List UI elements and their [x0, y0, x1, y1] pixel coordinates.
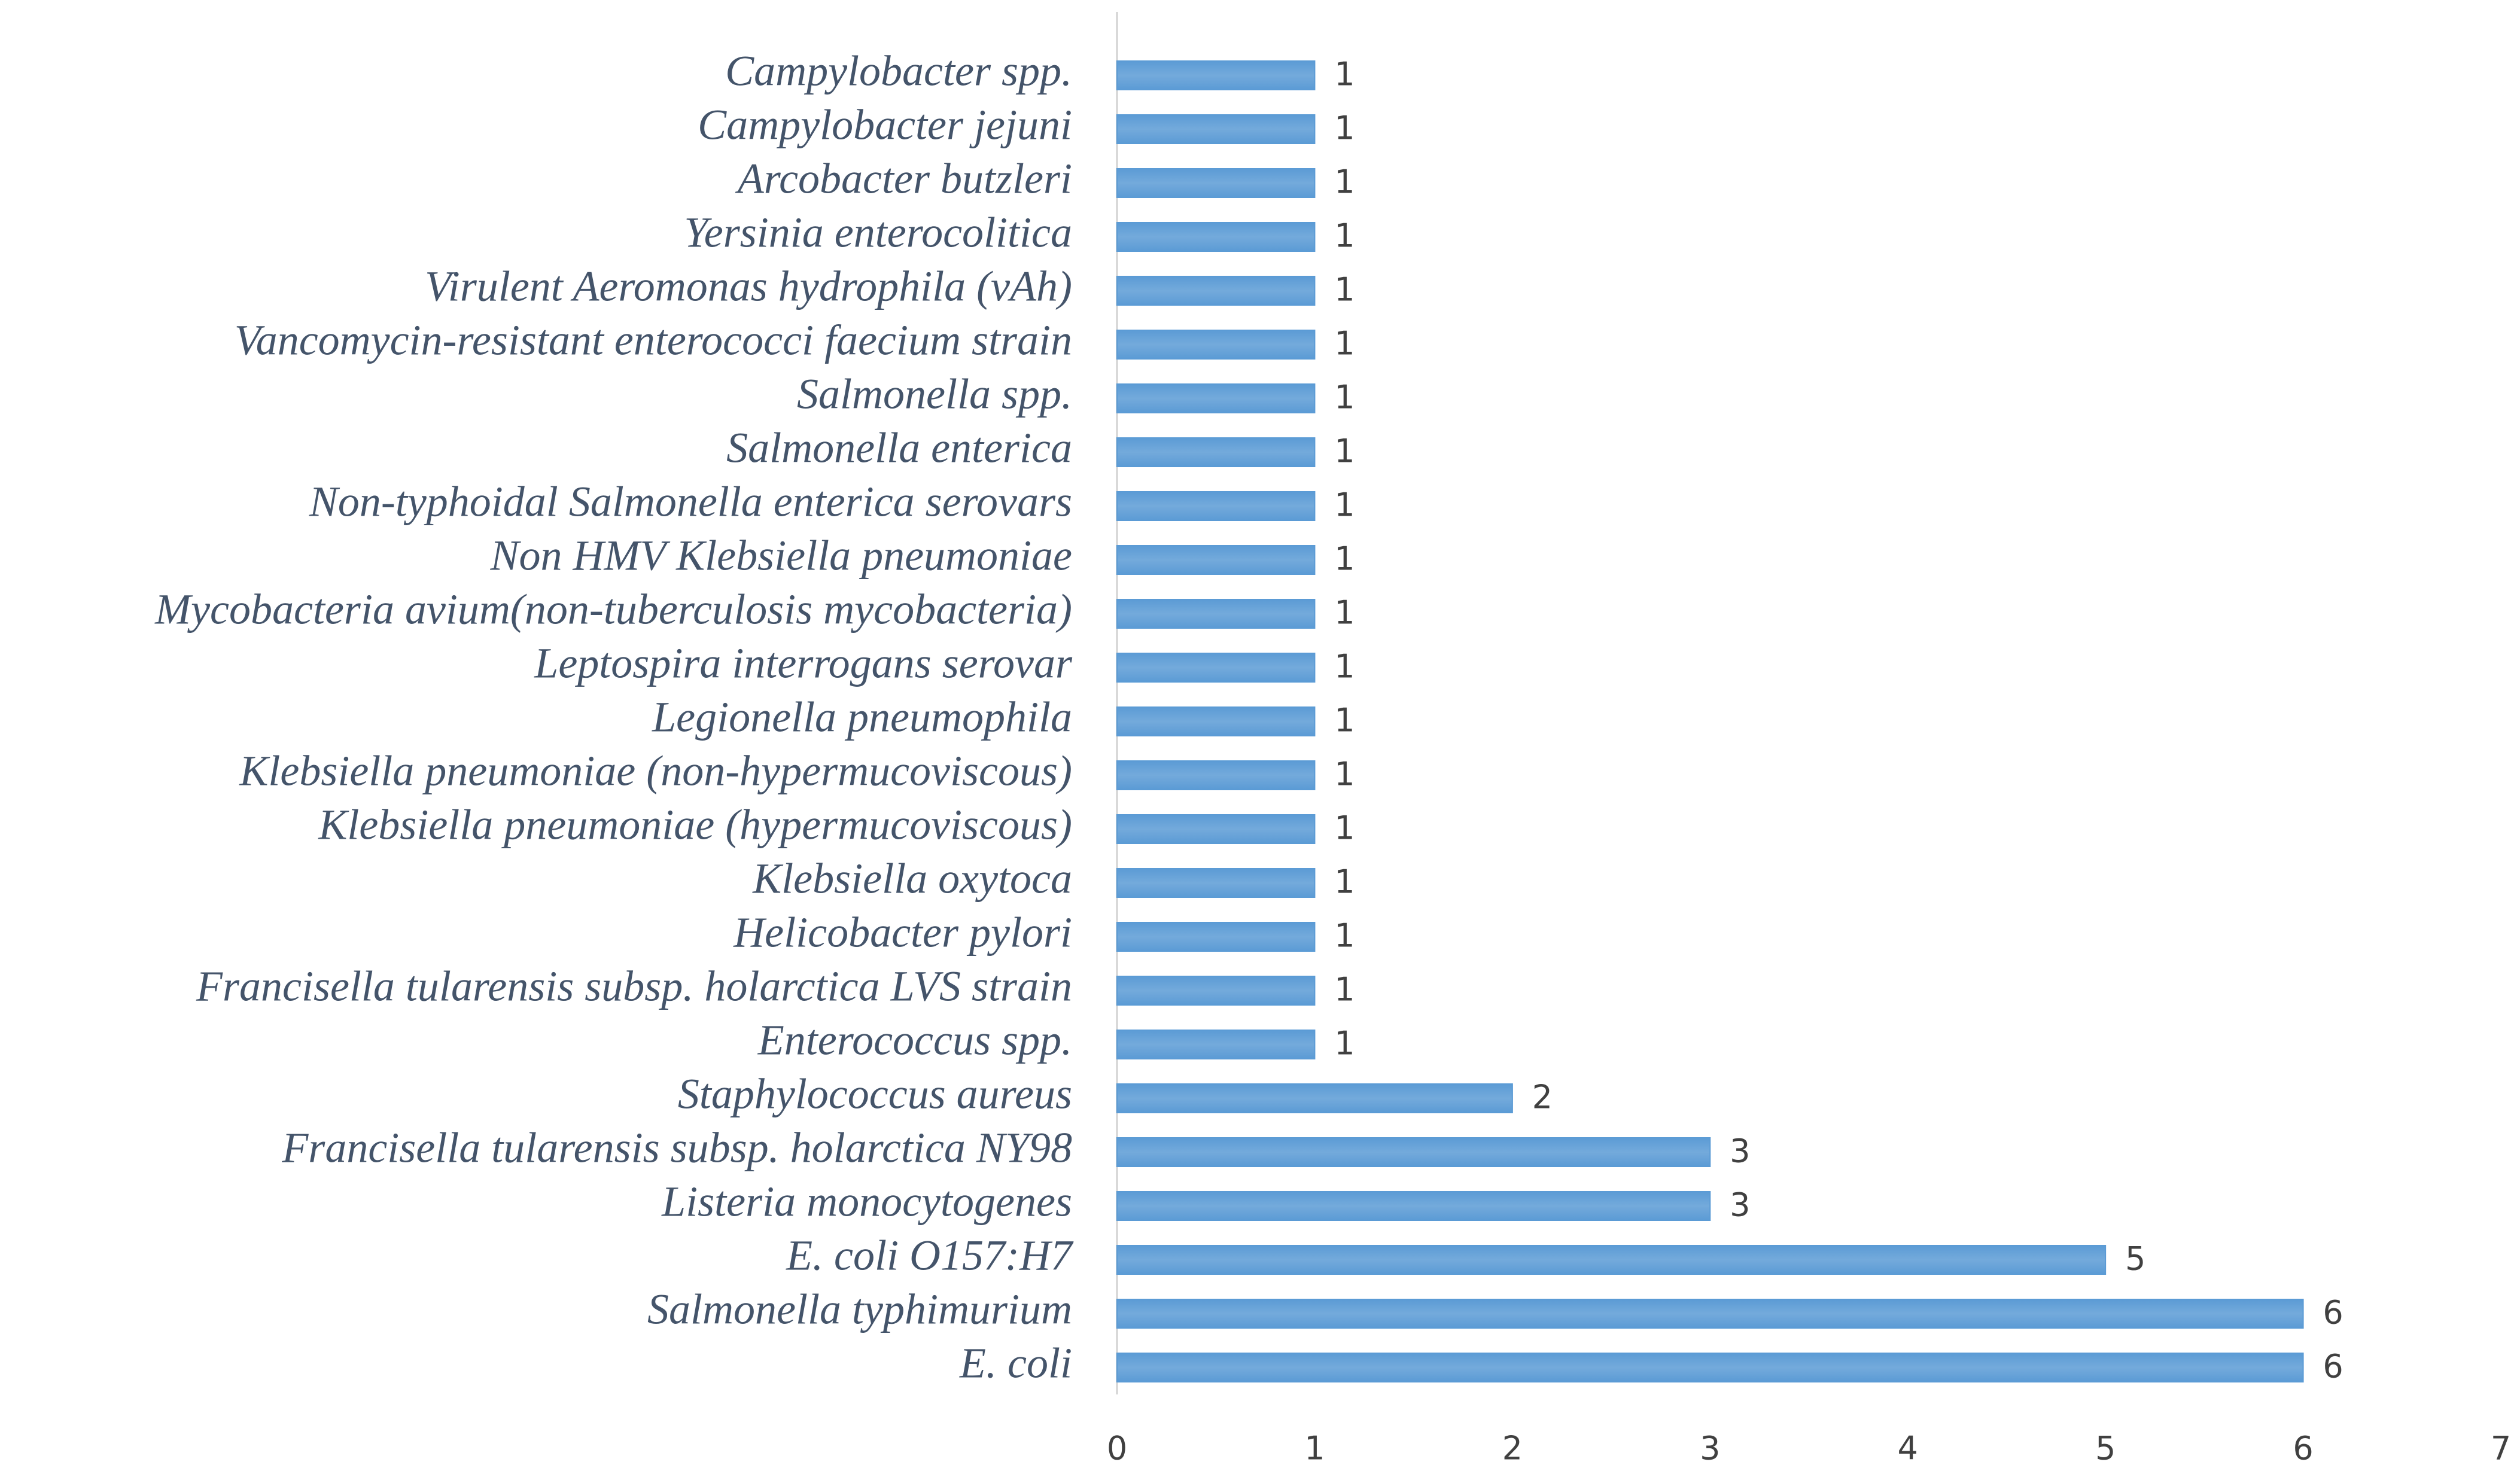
- bar: [1116, 599, 1316, 629]
- value-label: 1: [1334, 756, 1355, 793]
- value-label: 1: [1334, 163, 1355, 201]
- value-label: 6: [2323, 1348, 2343, 1385]
- y-tick-label: Staphylococcus aureus: [678, 1070, 1072, 1118]
- x-tick-label: 3: [1700, 1430, 1720, 1467]
- x-tick-label: 0: [1107, 1430, 1127, 1467]
- bar: [1116, 437, 1316, 467]
- y-tick-label: Vancomycin-resistant enterococci faecium…: [235, 316, 1072, 364]
- bar: [1116, 1030, 1316, 1059]
- bar: [1116, 222, 1316, 252]
- bar: [1116, 114, 1316, 144]
- value-label: 5: [2125, 1240, 2145, 1278]
- bar: [1116, 1083, 1513, 1113]
- y-tick-label: Campylobacter jejuni: [698, 101, 1072, 149]
- y-tick-label: Campylobacter spp.: [725, 47, 1072, 95]
- value-label: 1: [1334, 540, 1355, 578]
- bar: [1116, 922, 1316, 952]
- bar: [1116, 814, 1316, 844]
- value-label: 1: [1334, 217, 1355, 255]
- value-label: 1: [1334, 486, 1355, 524]
- y-tick-label: E. coli: [959, 1339, 1072, 1387]
- y-tick-label: Francisella tularensis subsp. holarctica…: [196, 963, 1072, 1010]
- value-label: 1: [1334, 863, 1355, 901]
- value-label: 6: [2323, 1294, 2343, 1332]
- y-tick-label: Klebsiella pneumoniae (hypermucoviscous): [318, 801, 1072, 849]
- y-tick-label: Enterococcus spp.: [757, 1016, 1072, 1064]
- y-tick-label: Helicobacter pylori: [733, 909, 1072, 957]
- value-label: 1: [1334, 648, 1355, 686]
- bar: [1116, 1191, 1711, 1221]
- y-tick-label: Arcobacter butzleri: [735, 155, 1072, 203]
- value-label: 1: [1334, 809, 1355, 847]
- y-tick-label: Non-typhoidal Salmonella enterica serova…: [309, 478, 1072, 526]
- value-label: 1: [1334, 702, 1355, 739]
- bar: [1116, 1245, 2107, 1275]
- value-label: 1: [1334, 917, 1355, 955]
- bar: [1116, 760, 1316, 790]
- bar: [1116, 491, 1316, 521]
- bar: [1116, 383, 1316, 413]
- value-label: 1: [1334, 109, 1355, 147]
- y-tick-label: Leptospira interrogans serovar: [534, 639, 1073, 687]
- y-tick-label: Mycobacteria avium(non-tuberculosis myco…: [154, 586, 1072, 634]
- y-tick-label: Listeria monocytogenes: [661, 1178, 1072, 1226]
- y-tick-label: Legionella pneumophila: [652, 693, 1072, 741]
- value-label: 2: [1532, 1079, 1553, 1116]
- x-tick-label: 2: [1502, 1430, 1523, 1467]
- x-tick-label: 6: [2293, 1430, 2313, 1467]
- value-label: 3: [1730, 1186, 1750, 1224]
- bar: [1116, 330, 1316, 360]
- value-label: 1: [1334, 325, 1355, 363]
- y-tick-label: E. coli O157:H7: [786, 1232, 1074, 1280]
- y-tick-label: Salmonella spp.: [797, 370, 1072, 418]
- y-tick-label: Francisella tularensis subsp. holarctica…: [281, 1124, 1072, 1172]
- bar: [1116, 706, 1316, 736]
- bar: [1116, 1353, 2304, 1382]
- bar: [1116, 1137, 1711, 1167]
- x-tick-label: 7: [2491, 1430, 2511, 1467]
- value-label: 3: [1730, 1132, 1750, 1170]
- y-tick-label: Salmonella enterica: [726, 424, 1072, 472]
- bar: [1116, 653, 1316, 683]
- x-tick-label: 5: [2095, 1430, 2116, 1467]
- value-label: 1: [1334, 379, 1355, 416]
- bar: [1116, 868, 1316, 898]
- bar: [1116, 976, 1316, 1006]
- y-tick-label: Salmonella typhimurium: [647, 1286, 1072, 1333]
- bar: [1116, 1299, 2304, 1329]
- value-label: 1: [1334, 433, 1355, 470]
- y-tick-label: Klebsiella oxytoca: [752, 855, 1072, 903]
- bar: [1116, 168, 1316, 198]
- value-label: 1: [1334, 971, 1355, 1009]
- bar: [1116, 276, 1316, 306]
- value-label: 1: [1334, 56, 1355, 93]
- x-tick-label: 1: [1304, 1430, 1325, 1467]
- bar: [1116, 60, 1316, 90]
- y-tick-label: Virulent Aeromonas hydrophila (vAh): [425, 263, 1072, 310]
- y-tick-label: Non HMV Klebsiella pneumoniae: [489, 532, 1072, 580]
- value-label: 1: [1334, 594, 1355, 632]
- x-tick-label: 4: [1898, 1430, 1918, 1467]
- y-tick-label: Yersinia enterocolitica: [684, 209, 1072, 257]
- value-label: 1: [1334, 271, 1355, 309]
- y-tick-label: Klebsiella pneumoniae (non-hypermucovisc…: [239, 747, 1072, 795]
- bar: [1116, 545, 1316, 575]
- value-label: 1: [1334, 1025, 1355, 1062]
